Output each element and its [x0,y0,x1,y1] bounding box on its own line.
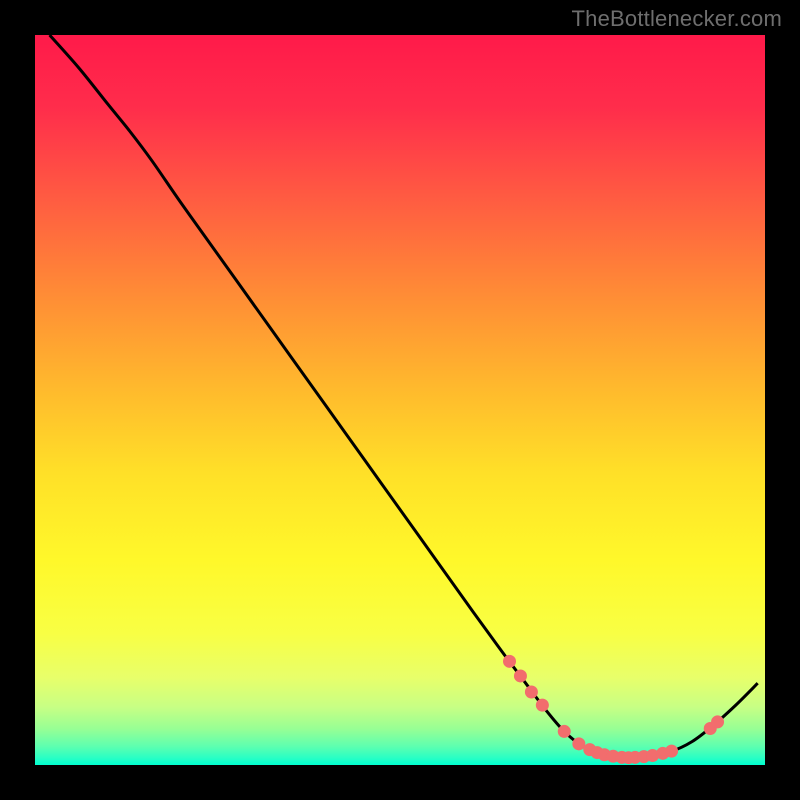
main-curve [50,35,758,758]
marker-dot [503,655,516,668]
marker-dot [572,737,585,750]
plot-area [35,35,765,765]
marker-dot [558,725,571,738]
markers-group [503,655,724,764]
marker-dot [514,669,527,682]
marker-dot [711,715,724,728]
watermark-text: TheBottlenecker.com [572,6,782,32]
marker-dot [665,745,678,758]
marker-dot [536,699,549,712]
chart-svg [35,35,765,765]
marker-dot [525,686,538,699]
